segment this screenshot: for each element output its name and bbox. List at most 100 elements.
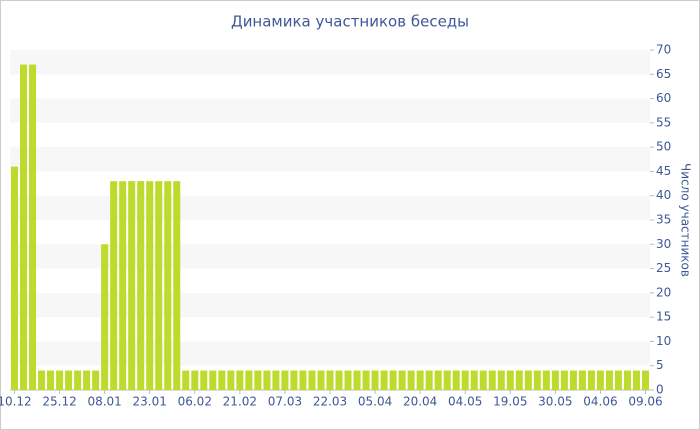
bar [10, 166, 19, 390]
bar [263, 370, 271, 390]
bar [470, 370, 478, 390]
bar [326, 370, 334, 390]
y-tick-label: 45 [656, 164, 671, 178]
bar [245, 370, 253, 390]
bar [416, 370, 424, 390]
x-tick-label: 08.01 [87, 395, 121, 409]
y-tick-label: 25 [656, 261, 671, 275]
bar [299, 370, 307, 390]
bar [227, 370, 235, 390]
bar [164, 181, 172, 390]
bar [587, 370, 595, 390]
bar [533, 370, 541, 390]
bar [488, 370, 496, 390]
x-tick-label: 19.05 [493, 395, 527, 409]
bar [461, 370, 469, 390]
bar [83, 370, 91, 390]
bar [497, 370, 505, 390]
bar [614, 370, 622, 390]
bar [137, 181, 145, 390]
grid-band [10, 98, 650, 123]
bar [560, 370, 568, 390]
bar [38, 370, 46, 390]
bar [389, 370, 397, 390]
bar [281, 370, 289, 390]
bar [290, 370, 298, 390]
bar [407, 370, 415, 390]
y-tick-label: 5 [656, 358, 664, 372]
bar [110, 181, 118, 390]
y-tick-label: 10 [656, 334, 671, 348]
y-tick-label: 0 [656, 383, 664, 397]
y-tick-label: 60 [656, 91, 671, 105]
bar [101, 244, 109, 390]
bar [236, 370, 244, 390]
grid-band [10, 50, 650, 75]
bar [344, 370, 352, 390]
bar [146, 181, 154, 390]
bar [191, 370, 199, 390]
bar [128, 181, 136, 390]
bar [479, 370, 487, 390]
bar [371, 370, 379, 390]
y-tick-label: 15 [656, 310, 671, 324]
bar [623, 370, 631, 390]
bar [506, 370, 514, 390]
y-tick-label: 20 [656, 285, 671, 299]
x-tick-label: 06.02 [178, 395, 212, 409]
bar [542, 370, 550, 390]
bar [74, 370, 82, 390]
bar [515, 370, 523, 390]
y-tick-label: 55 [656, 115, 671, 129]
bar [353, 370, 361, 390]
bar [362, 370, 370, 390]
bar [551, 370, 559, 390]
bar [569, 370, 577, 390]
chart-title: Динамика участников беседы [231, 13, 469, 31]
bar [209, 370, 217, 390]
y-tick-label: 35 [656, 213, 671, 227]
x-tick-label: 10.12 [0, 395, 32, 409]
bar [398, 370, 406, 390]
bar [20, 64, 28, 391]
x-tick-label: 04.06 [583, 395, 617, 409]
bar [452, 370, 460, 390]
bar [218, 370, 226, 390]
bar [56, 370, 64, 390]
bar [182, 370, 190, 390]
y-axis-label: Число участников [679, 163, 693, 277]
bar [200, 370, 208, 390]
bar [254, 370, 262, 390]
bar [380, 370, 388, 390]
bar [155, 181, 163, 390]
bar [434, 370, 442, 390]
bar [29, 64, 37, 391]
bar [596, 370, 604, 390]
bar [119, 181, 127, 390]
bar [317, 370, 325, 390]
x-tick-label: 25.12 [42, 395, 76, 409]
x-tick-label: 20.04 [403, 395, 437, 409]
grid-band [10, 147, 650, 172]
x-tick-label: 05.04 [358, 395, 392, 409]
bar [578, 370, 586, 390]
bar [425, 370, 433, 390]
y-tick-label: 70 [656, 43, 671, 57]
bar [65, 370, 73, 390]
bar [47, 370, 55, 390]
bar [173, 181, 181, 390]
x-tick-label: 07.03 [268, 395, 302, 409]
bar [92, 370, 100, 390]
x-tick-label: 04.05 [448, 395, 482, 409]
bar [443, 370, 451, 390]
x-tick-label: 22.03 [313, 395, 347, 409]
y-tick-label: 65 [656, 67, 671, 81]
bar [524, 370, 532, 390]
bar [632, 370, 640, 390]
bar [308, 370, 316, 390]
y-tick-label: 50 [656, 140, 671, 154]
x-tick-label: 09.06 [628, 395, 662, 409]
x-tick-label: 21.02 [223, 395, 257, 409]
bar [641, 370, 650, 390]
